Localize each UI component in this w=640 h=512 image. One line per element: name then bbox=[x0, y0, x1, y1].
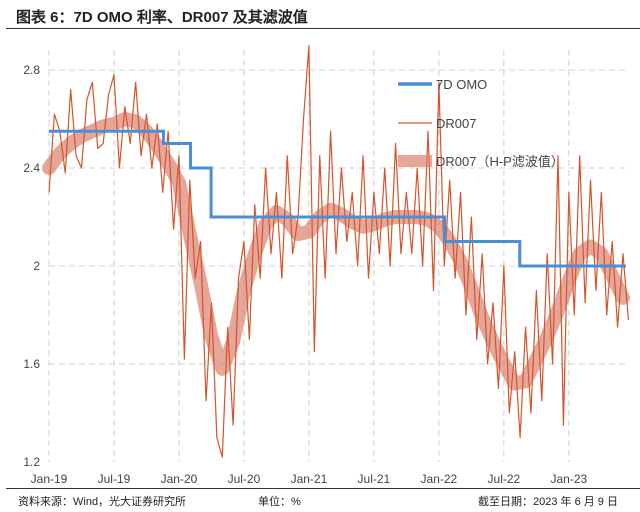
omo-series bbox=[49, 129, 626, 268]
x-axis: Jan-19 Jul-19 Jan-20 Jul-20 Jan-21 Jul-21 Jan-… bbox=[31, 472, 588, 486]
title-divider bbox=[6, 28, 640, 29]
source-note: 资料来源：Wind，光大证券研究所 bbox=[18, 496, 187, 508]
dr007-line bbox=[48, 44, 630, 458]
x-tick-label: Jul-21 bbox=[358, 472, 391, 486]
x-tick-label: Jul-19 bbox=[98, 472, 131, 486]
y-tick-label: 2.4 bbox=[23, 161, 40, 175]
as-of-date: 截至日期：2023 年 6 月 9 日 bbox=[478, 496, 618, 508]
y-tick-label: 2 bbox=[33, 259, 40, 273]
x-tick-label: Jul-22 bbox=[488, 472, 521, 486]
legend-dr007-label: DR007 bbox=[436, 116, 476, 131]
grid bbox=[48, 50, 626, 462]
x-tick-label: Jan-22 bbox=[421, 472, 458, 486]
unit-note: 单位：% bbox=[258, 496, 301, 508]
x-tick-label: Jul-20 bbox=[228, 472, 261, 486]
legend: 7D OMO DR007 DR007（H-P滤波值） bbox=[398, 77, 564, 169]
x-tick-label: Jan-20 bbox=[161, 472, 198, 486]
dr007-series bbox=[48, 44, 630, 458]
footer-divider bbox=[6, 488, 640, 489]
x-tick-label: Jan-19 bbox=[31, 472, 68, 486]
y-tick-label: 1.2 bbox=[23, 455, 40, 469]
x-tick-label: Jan-23 bbox=[550, 472, 587, 486]
y-tick-label: 2.8 bbox=[23, 63, 40, 77]
y-axis: 2.8 2.4 2 1.6 1.2 bbox=[23, 63, 40, 469]
omo-line bbox=[49, 129, 626, 268]
chart-title: 图表 6：7D OMO 利率、DR007 及其滤波值 bbox=[16, 9, 308, 26]
legend-omo-label: 7D OMO bbox=[436, 77, 487, 92]
y-tick-label: 1.6 bbox=[23, 357, 40, 371]
legend-hp-label: DR007（H-P滤波值） bbox=[436, 154, 564, 169]
x-tick-label: Jan-21 bbox=[291, 472, 328, 486]
